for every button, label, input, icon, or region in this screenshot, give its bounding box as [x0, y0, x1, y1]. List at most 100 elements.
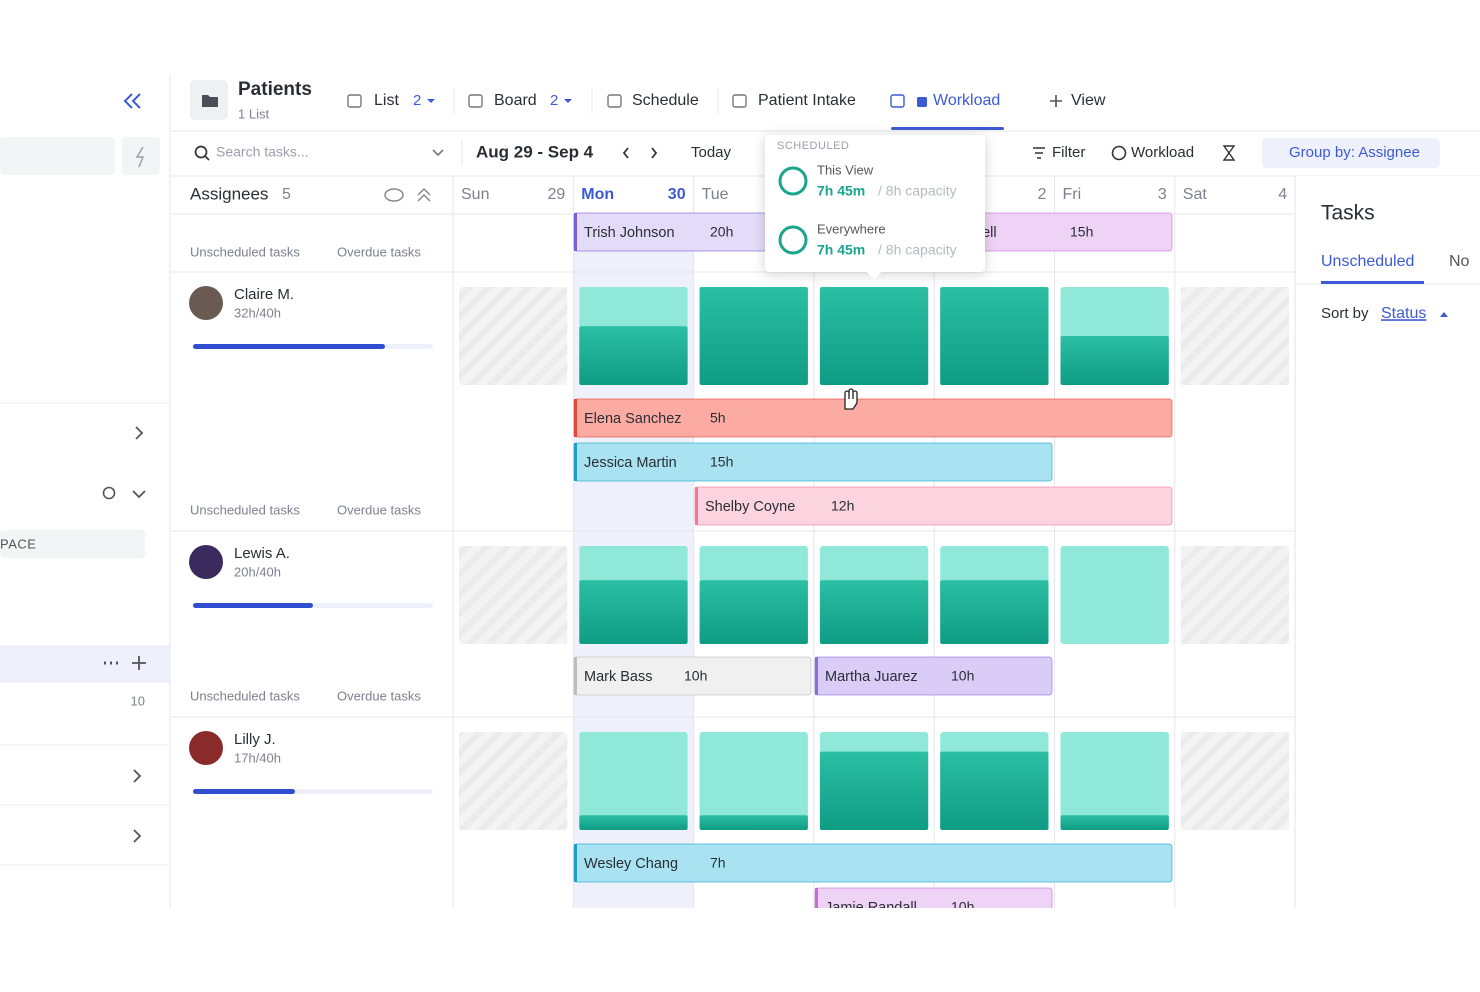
- search-input[interactable]: Search tasks...: [216, 144, 309, 160]
- cursor: [844, 388, 858, 410]
- assignee-hours: 32h/40h: [234, 305, 281, 320]
- avatar: [189, 731, 223, 765]
- hourglass-icon: [1222, 145, 1236, 161]
- filter-button[interactable]: Filter: [1052, 144, 1085, 161]
- task-hours: 15h: [710, 454, 733, 470]
- overdue-label[interactable]: Overdue tasks: [337, 502, 421, 517]
- date-arrows[interactable]: [622, 147, 658, 159]
- capacity-cell[interactable]: [1060, 546, 1169, 644]
- popup-tip: [866, 271, 882, 280]
- caret: [427, 99, 435, 103]
- sort-value[interactable]: Status: [1381, 305, 1426, 322]
- chevron[interactable]: [135, 426, 144, 440]
- assignees-count: 5: [282, 186, 291, 203]
- workload-grid: PACE 10 Patients 1 List List 2 Board 2 Schedule P…: [0, 79, 1420, 916]
- overdue-label[interactable]: Overdue tasks: [337, 688, 421, 703]
- progress-bar: [193, 603, 313, 608]
- task-hours: 7h: [710, 855, 726, 871]
- avatar: [189, 545, 223, 579]
- task-name: Trish Johnson: [584, 225, 675, 241]
- sidebar-active[interactable]: [0, 645, 170, 683]
- capacity-cell[interactable]: [699, 732, 808, 830]
- chevron[interactable]: [133, 769, 142, 783]
- workload-button[interactable]: Workload: [1131, 144, 1194, 161]
- load-fill: [579, 815, 688, 830]
- status-ring: [778, 166, 808, 196]
- popup-label: This View: [817, 162, 874, 177]
- tab-icon: [347, 94, 362, 108]
- weekend-cell: [459, 732, 568, 830]
- tab-label[interactable]: Schedule: [632, 92, 699, 109]
- day-name: Mon: [581, 186, 614, 203]
- list-title: Patients: [238, 79, 312, 100]
- weekend-cell: [459, 546, 568, 644]
- count: 10: [131, 693, 145, 708]
- unscheduled-label[interactable]: Unscheduled tasks: [190, 688, 300, 703]
- assignee-name: Lewis A.: [234, 545, 290, 562]
- collapse-icon[interactable]: [123, 93, 141, 109]
- search-icon[interactable]: [102, 486, 116, 500]
- collapse-all[interactable]: [417, 187, 431, 202]
- load-fill: [819, 751, 929, 830]
- load-fill: [819, 580, 929, 644]
- group-by-bg[interactable]: [1262, 138, 1440, 168]
- space-label: PACE: [0, 536, 36, 551]
- tab-icon: [468, 94, 483, 108]
- search-icon: [194, 145, 208, 159]
- popup-value: 7h 45m: [817, 242, 865, 258]
- tab-label[interactable]: Board: [494, 92, 537, 109]
- capacity-cell[interactable]: [579, 732, 688, 830]
- add-icon[interactable]: [132, 656, 146, 670]
- task-hours: 12h: [831, 498, 854, 514]
- task-bar-edge: [815, 657, 818, 695]
- bolt-icon: [135, 146, 145, 168]
- popup-capacity: / 8h capacity: [878, 242, 957, 258]
- tasks-panel: [1296, 176, 1480, 908]
- capacity-cell[interactable]: [1060, 732, 1169, 830]
- today-button[interactable]: Today: [691, 144, 732, 161]
- bolt-button[interactable]: [122, 137, 160, 175]
- eye-icon[interactable]: [384, 188, 404, 202]
- avatar: [189, 286, 223, 320]
- panel-tab[interactable]: Unscheduled: [1321, 253, 1414, 270]
- load-fill: [579, 580, 688, 644]
- task-bar-edge: [574, 399, 577, 437]
- group-by-button[interactable]: Group by: Assignee: [1289, 144, 1420, 161]
- task-bar-edge: [695, 487, 698, 525]
- lock-icon: [917, 97, 927, 107]
- unscheduled-label[interactable]: Unscheduled tasks: [190, 502, 300, 517]
- day-date: 2: [1038, 186, 1047, 203]
- tab-label[interactable]: Workload: [933, 92, 1000, 109]
- panel-tab[interactable]: No: [1449, 253, 1470, 270]
- dropdown[interactable]: [432, 149, 444, 157]
- app: PACE 10 Patients 1 List List 2 Board 2 Schedule P…: [0, 75, 1480, 916]
- overdue-label[interactable]: Overdue tasks: [337, 244, 421, 259]
- sidebar-item[interactable]: [0, 137, 115, 175]
- unscheduled-label[interactable]: Unscheduled tasks: [190, 244, 300, 259]
- tab-label[interactable]: List: [374, 92, 399, 109]
- task-name: Shelby Coyne: [705, 499, 795, 515]
- task-hours: 5h: [710, 410, 726, 426]
- load-fill: [940, 580, 1049, 644]
- tab-count: 2: [413, 92, 421, 109]
- chevron[interactable]: [132, 490, 146, 499]
- chevron[interactable]: [133, 829, 142, 843]
- load-fill: [1060, 336, 1169, 385]
- task-hours: 10h: [684, 668, 707, 684]
- tab-icon: [732, 94, 747, 108]
- task-name: Wesley Chang: [584, 856, 678, 872]
- load-fill: [1060, 815, 1169, 830]
- assignee-name: Lilly J.: [234, 731, 276, 748]
- sort-arrow: [1440, 312, 1448, 317]
- load-fill: [699, 580, 808, 644]
- day-date: 29: [548, 186, 566, 203]
- load-fill: [699, 815, 808, 830]
- tab-label[interactable]: Patient Intake: [758, 92, 856, 109]
- task-name: Jamie Randall: [825, 900, 917, 916]
- load-fill: [819, 287, 929, 385]
- add-view[interactable]: View: [1071, 92, 1106, 109]
- day-name: Sat: [1183, 186, 1208, 203]
- tab-count: 2: [550, 92, 558, 109]
- task-hours: 10h: [951, 899, 974, 915]
